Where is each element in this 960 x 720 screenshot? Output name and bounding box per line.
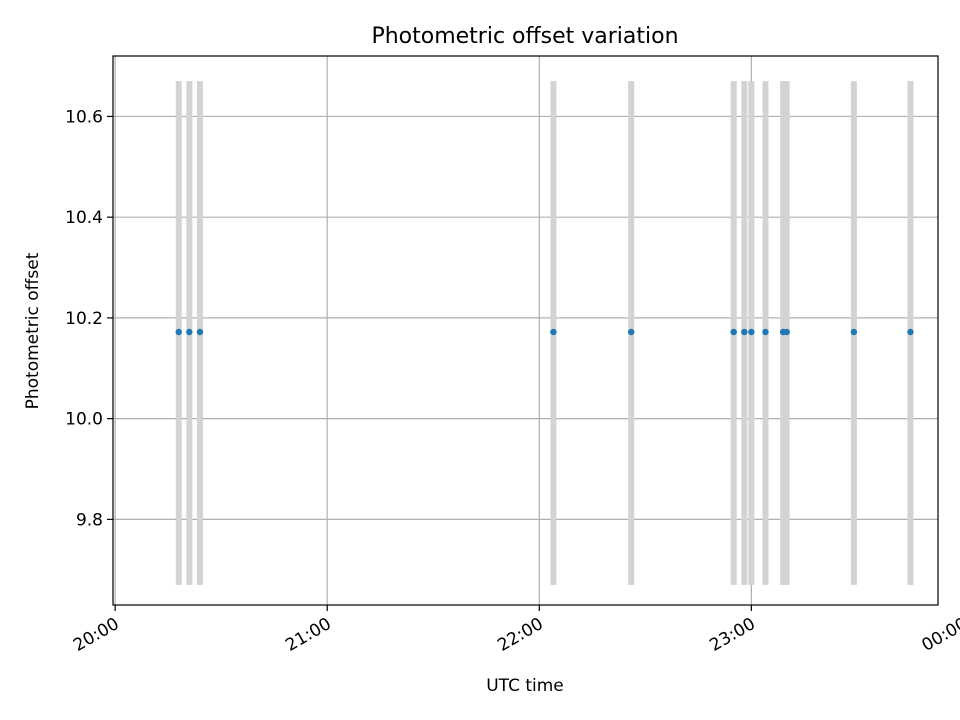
grid-layer (113, 56, 938, 605)
data-point (175, 328, 182, 336)
y-tick-label: 10.2 (65, 309, 103, 329)
x-tick-label: 21:00 (282, 614, 334, 656)
data-point (783, 328, 790, 336)
x-tick-label: 00:00 (919, 614, 960, 656)
data-point (850, 328, 858, 336)
y-axis-ticks: 9.8 10.0 10.2 10.4 10.6 (65, 107, 113, 530)
y-tick-label: 10.4 (65, 208, 103, 228)
x-tick-label: 20:00 (70, 614, 122, 656)
data-point (550, 328, 557, 336)
data-point (730, 328, 737, 336)
y-tick-label: 10.0 (65, 410, 103, 430)
data-point (907, 328, 914, 336)
data-point (762, 328, 769, 336)
data-points (175, 328, 914, 336)
error-bands (175, 81, 914, 585)
data-point (627, 328, 635, 336)
y-axis-label: Photometric offset (23, 252, 43, 409)
plot-frame (112, 55, 939, 606)
data-point (186, 328, 193, 336)
y-tick-label: 9.8 (76, 510, 103, 530)
x-axis-label: UTC time (486, 676, 564, 696)
data-point (748, 328, 755, 336)
x-tick-label: 23:00 (706, 614, 758, 656)
chart-title: Photometric offset variation (371, 24, 678, 49)
data-point (196, 328, 204, 336)
x-tick-label: 22:00 (494, 614, 546, 656)
y-tick-label: 10.6 (65, 107, 103, 127)
data-point (741, 328, 748, 336)
